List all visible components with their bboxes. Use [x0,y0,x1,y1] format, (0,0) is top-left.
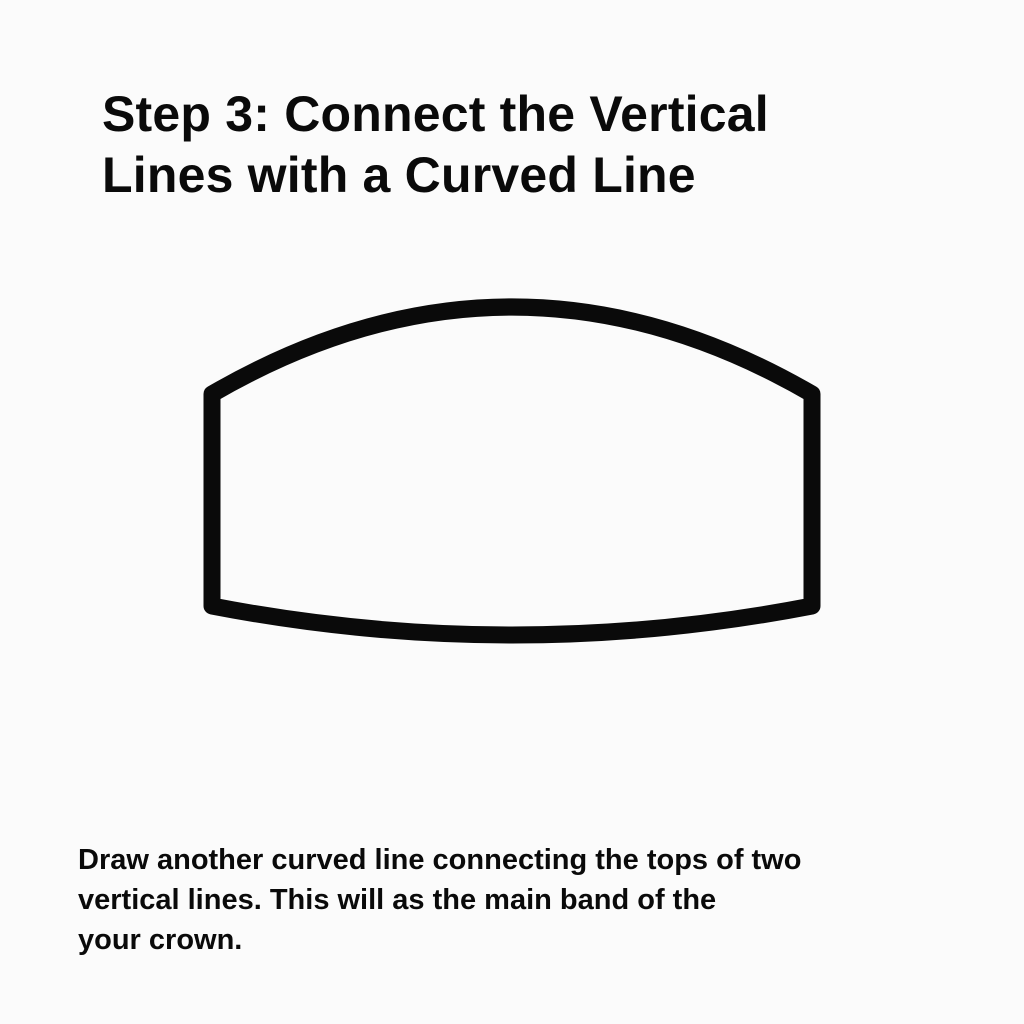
step-description-line-2: vertical lines. This will as the main ba… [78,884,717,916]
step-title-line-1: Step 3: Connect the Vertical [102,86,769,142]
step-description-line-1: Draw another curved line connecting the … [78,844,802,876]
step-title: Step 3: Connect the Vertical Lines with … [102,84,962,206]
crown-band-outline [203,298,821,644]
step-title-line-2: Lines with a Curved Line [102,147,696,203]
step-description-line-3: your crown. [78,924,243,956]
step-description: Draw another curved line connecting the … [78,840,958,960]
